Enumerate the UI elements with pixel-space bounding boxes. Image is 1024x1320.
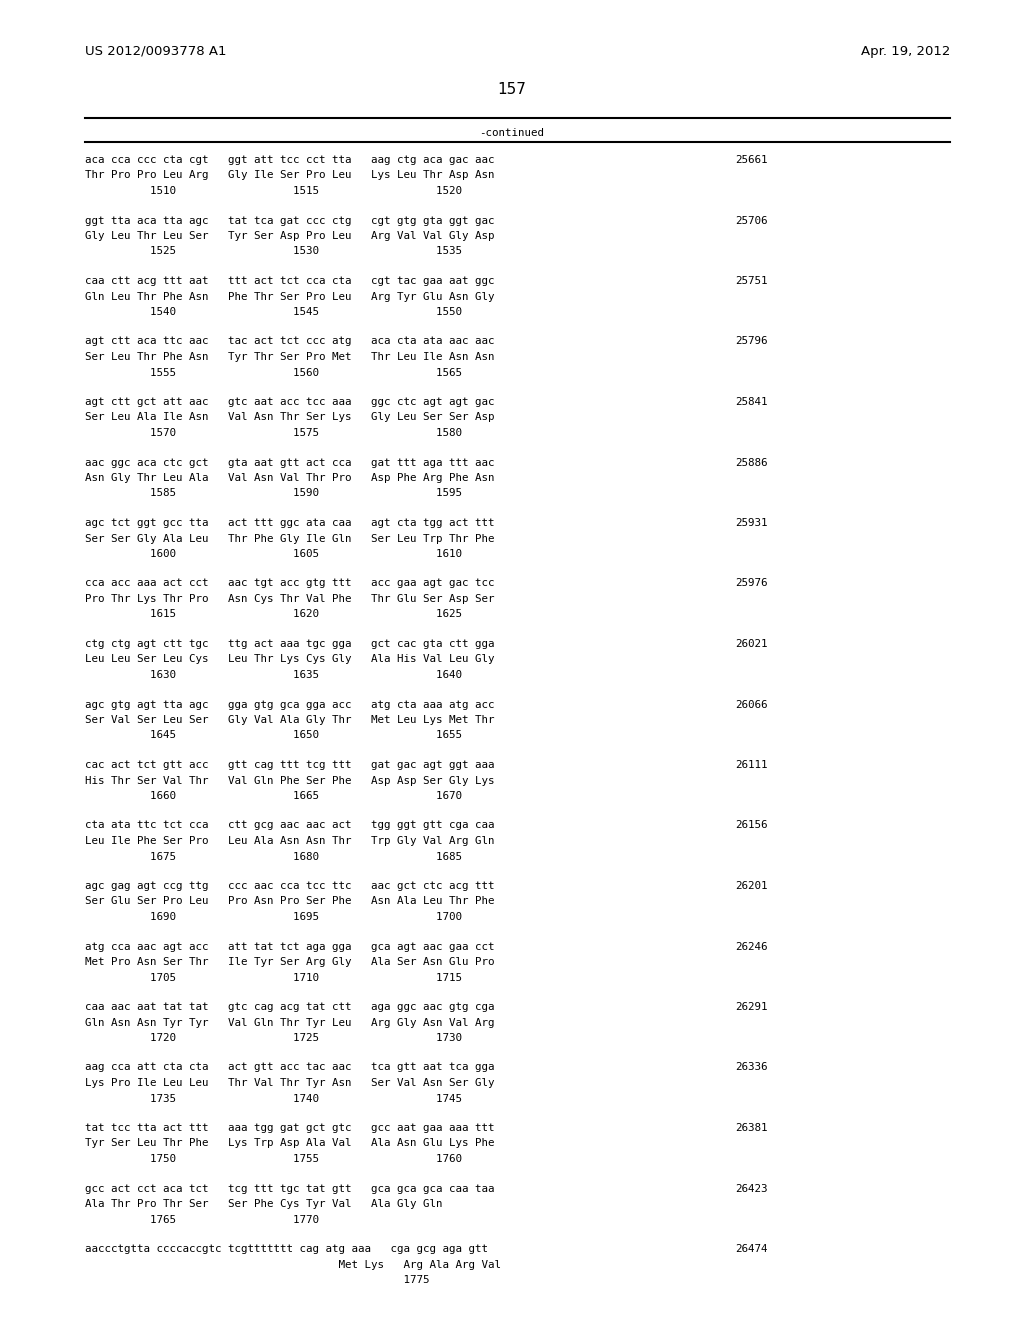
Text: atg cca aac agt acc   att tat tct aga gga   gca agt aac gaa cct: atg cca aac agt acc att tat tct aga gga … bbox=[85, 941, 495, 952]
Text: Gly Leu Thr Leu Ser   Tyr Ser Asp Pro Leu   Arg Val Val Gly Asp: Gly Leu Thr Leu Ser Tyr Ser Asp Pro Leu … bbox=[85, 231, 495, 242]
Text: 1570                  1575                  1580: 1570 1575 1580 bbox=[85, 428, 462, 438]
Text: agt ctt gct att aac   gtc aat acc tcc aaa   ggc ctc agt agt gac: agt ctt gct att aac gtc aat acc tcc aaa … bbox=[85, 397, 495, 407]
Text: 25841: 25841 bbox=[735, 397, 768, 407]
Text: 1600                  1605                  1610: 1600 1605 1610 bbox=[85, 549, 462, 558]
Text: ctg ctg agt ctt tgc   ttg act aaa tgc gga   gct cac gta ctt gga: ctg ctg agt ctt tgc ttg act aaa tgc gga … bbox=[85, 639, 495, 649]
Text: 1735                  1740                  1745: 1735 1740 1745 bbox=[85, 1093, 462, 1104]
Text: 25661: 25661 bbox=[735, 154, 768, 165]
Text: 25886: 25886 bbox=[735, 458, 768, 467]
Text: gcc act cct aca tct   tcg ttt tgc tat gtt   gca gca gca caa taa: gcc act cct aca tct tcg ttt tgc tat gtt … bbox=[85, 1184, 495, 1193]
Text: 1555                  1560                  1565: 1555 1560 1565 bbox=[85, 367, 462, 378]
Text: 157: 157 bbox=[498, 82, 526, 96]
Text: 26291: 26291 bbox=[735, 1002, 768, 1012]
Text: 1690                  1695                  1700: 1690 1695 1700 bbox=[85, 912, 462, 921]
Text: agc gtg agt tta agc   gga gtg gca gga acc   atg cta aaa atg acc: agc gtg agt tta agc gga gtg gca gga acc … bbox=[85, 700, 495, 710]
Text: 1705                  1710                  1715: 1705 1710 1715 bbox=[85, 973, 462, 982]
Text: cta ata ttc tct cca   ctt gcg aac aac act   tgg ggt gtt cga caa: cta ata ttc tct cca ctt gcg aac aac act … bbox=[85, 821, 495, 830]
Text: 1775: 1775 bbox=[85, 1275, 429, 1284]
Text: 25706: 25706 bbox=[735, 215, 768, 226]
Text: 25751: 25751 bbox=[735, 276, 768, 286]
Text: ggt tta aca tta agc   tat tca gat ccc ctg   cgt gtg gta ggt gac: ggt tta aca tta agc tat tca gat ccc ctg … bbox=[85, 215, 495, 226]
Text: aac ggc aca ctc gct   gta aat gtt act cca   gat ttt aga ttt aac: aac ggc aca ctc gct gta aat gtt act cca … bbox=[85, 458, 495, 467]
Text: Ser Glu Ser Pro Leu   Pro Asn Pro Ser Phe   Asn Ala Leu Thr Phe: Ser Glu Ser Pro Leu Pro Asn Pro Ser Phe … bbox=[85, 896, 495, 907]
Text: 26381: 26381 bbox=[735, 1123, 768, 1133]
Text: Gln Asn Asn Tyr Tyr   Val Gln Thr Tyr Leu   Arg Gly Asn Val Arg: Gln Asn Asn Tyr Tyr Val Gln Thr Tyr Leu … bbox=[85, 1018, 495, 1027]
Text: Leu Leu Ser Leu Cys   Leu Thr Lys Cys Gly   Ala His Val Leu Gly: Leu Leu Ser Leu Cys Leu Thr Lys Cys Gly … bbox=[85, 655, 495, 664]
Text: 26021: 26021 bbox=[735, 639, 768, 649]
Text: caa aac aat tat tat   gtc cag acg tat ctt   aga ggc aac gtg cga: caa aac aat tat tat gtc cag acg tat ctt … bbox=[85, 1002, 495, 1012]
Text: 25976: 25976 bbox=[735, 578, 768, 589]
Text: Leu Ile Phe Ser Pro   Leu Ala Asn Asn Thr   Trp Gly Val Arg Gln: Leu Ile Phe Ser Pro Leu Ala Asn Asn Thr … bbox=[85, 836, 495, 846]
Text: 26066: 26066 bbox=[735, 700, 768, 710]
Text: Ser Leu Thr Phe Asn   Tyr Thr Ser Pro Met   Thr Leu Ile Asn Asn: Ser Leu Thr Phe Asn Tyr Thr Ser Pro Met … bbox=[85, 352, 495, 362]
Text: Asn Gly Thr Leu Ala   Val Asn Val Thr Pro   Asp Phe Arg Phe Asn: Asn Gly Thr Leu Ala Val Asn Val Thr Pro … bbox=[85, 473, 495, 483]
Text: 1525                  1530                  1535: 1525 1530 1535 bbox=[85, 247, 462, 256]
Text: Ser Val Ser Leu Ser   Gly Val Ala Gly Thr   Met Leu Lys Met Thr: Ser Val Ser Leu Ser Gly Val Ala Gly Thr … bbox=[85, 715, 495, 725]
Text: 26336: 26336 bbox=[735, 1063, 768, 1072]
Text: Lys Pro Ile Leu Leu   Thr Val Thr Tyr Asn   Ser Val Asn Ser Gly: Lys Pro Ile Leu Leu Thr Val Thr Tyr Asn … bbox=[85, 1078, 495, 1088]
Text: Gln Leu Thr Phe Asn   Phe Thr Ser Pro Leu   Arg Tyr Glu Asn Gly: Gln Leu Thr Phe Asn Phe Thr Ser Pro Leu … bbox=[85, 292, 495, 301]
Text: Ala Thr Pro Thr Ser   Ser Phe Cys Tyr Val   Ala Gly Gln: Ala Thr Pro Thr Ser Ser Phe Cys Tyr Val … bbox=[85, 1199, 442, 1209]
Text: Ser Ser Gly Ala Leu   Thr Phe Gly Ile Gln   Ser Leu Trp Thr Phe: Ser Ser Gly Ala Leu Thr Phe Gly Ile Gln … bbox=[85, 533, 495, 544]
Text: 25931: 25931 bbox=[735, 517, 768, 528]
Text: 26111: 26111 bbox=[735, 760, 768, 770]
Text: agc tct ggt gcc tta   act ttt ggc ata caa   agt cta tgg act ttt: agc tct ggt gcc tta act ttt ggc ata caa … bbox=[85, 517, 495, 528]
Text: Met Lys   Arg Ala Arg Val: Met Lys Arg Ala Arg Val bbox=[85, 1259, 501, 1270]
Text: aca cca ccc cta cgt   ggt att tcc cct tta   aag ctg aca gac aac: aca cca ccc cta cgt ggt att tcc cct tta … bbox=[85, 154, 495, 165]
Text: -continued: -continued bbox=[479, 128, 545, 139]
Text: caa ctt acg ttt aat   ttt act tct cca cta   cgt tac gaa aat ggc: caa ctt acg ttt aat ttt act tct cca cta … bbox=[85, 276, 495, 286]
Text: Pro Thr Lys Thr Pro   Asn Cys Thr Val Phe   Thr Glu Ser Asp Ser: Pro Thr Lys Thr Pro Asn Cys Thr Val Phe … bbox=[85, 594, 495, 605]
Text: 1750                  1755                  1760: 1750 1755 1760 bbox=[85, 1154, 462, 1164]
Text: 1585                  1590                  1595: 1585 1590 1595 bbox=[85, 488, 462, 499]
Text: cac act tct gtt acc   gtt cag ttt tcg ttt   gat gac agt ggt aaa: cac act tct gtt acc gtt cag ttt tcg ttt … bbox=[85, 760, 495, 770]
Text: agt ctt aca ttc aac   tac act tct ccc atg   aca cta ata aac aac: agt ctt aca ttc aac tac act tct ccc atg … bbox=[85, 337, 495, 346]
Text: Ser Leu Ala Ile Asn   Val Asn Thr Ser Lys   Gly Leu Ser Ser Asp: Ser Leu Ala Ile Asn Val Asn Thr Ser Lys … bbox=[85, 412, 495, 422]
Text: 1510                  1515                  1520: 1510 1515 1520 bbox=[85, 186, 462, 195]
Text: agc gag agt ccg ttg   ccc aac cca tcc ttc   aac gct ctc acg ttt: agc gag agt ccg ttg ccc aac cca tcc ttc … bbox=[85, 880, 495, 891]
Text: 1765                  1770: 1765 1770 bbox=[85, 1214, 319, 1225]
Text: Tyr Ser Leu Thr Phe   Lys Trp Asp Ala Val   Ala Asn Glu Lys Phe: Tyr Ser Leu Thr Phe Lys Trp Asp Ala Val … bbox=[85, 1138, 495, 1148]
Text: 1645                  1650                  1655: 1645 1650 1655 bbox=[85, 730, 462, 741]
Text: 1660                  1665                  1670: 1660 1665 1670 bbox=[85, 791, 462, 801]
Text: aaccctgtta ccccaccgtc tcgttttttt cag atg aaa   cga gcg aga gtt: aaccctgtta ccccaccgtc tcgttttttt cag atg… bbox=[85, 1243, 488, 1254]
Text: 1630                  1635                  1640: 1630 1635 1640 bbox=[85, 671, 462, 680]
Text: 26423: 26423 bbox=[735, 1184, 768, 1193]
Text: tat tcc tta act ttt   aaa tgg gat gct gtc   gcc aat gaa aaa ttt: tat tcc tta act ttt aaa tgg gat gct gtc … bbox=[85, 1123, 495, 1133]
Text: Thr Pro Pro Leu Arg   Gly Ile Ser Pro Leu   Lys Leu Thr Asp Asn: Thr Pro Pro Leu Arg Gly Ile Ser Pro Leu … bbox=[85, 170, 495, 181]
Text: 26474: 26474 bbox=[735, 1243, 768, 1254]
Text: 1720                  1725                  1730: 1720 1725 1730 bbox=[85, 1034, 462, 1043]
Text: 1540                  1545                  1550: 1540 1545 1550 bbox=[85, 308, 462, 317]
Text: 26246: 26246 bbox=[735, 941, 768, 952]
Text: Apr. 19, 2012: Apr. 19, 2012 bbox=[860, 45, 950, 58]
Text: US 2012/0093778 A1: US 2012/0093778 A1 bbox=[85, 45, 226, 58]
Text: Met Pro Asn Ser Thr   Ile Tyr Ser Arg Gly   Ala Ser Asn Glu Pro: Met Pro Asn Ser Thr Ile Tyr Ser Arg Gly … bbox=[85, 957, 495, 968]
Text: 1615                  1620                  1625: 1615 1620 1625 bbox=[85, 610, 462, 619]
Text: aag cca att cta cta   act gtt acc tac aac   tca gtt aat tca gga: aag cca att cta cta act gtt acc tac aac … bbox=[85, 1063, 495, 1072]
Text: 25796: 25796 bbox=[735, 337, 768, 346]
Text: cca acc aaa act cct   aac tgt acc gtg ttt   acc gaa agt gac tcc: cca acc aaa act cct aac tgt acc gtg ttt … bbox=[85, 578, 495, 589]
Text: His Thr Ser Val Thr   Val Gln Phe Ser Phe   Asp Asp Ser Gly Lys: His Thr Ser Val Thr Val Gln Phe Ser Phe … bbox=[85, 776, 495, 785]
Text: 26201: 26201 bbox=[735, 880, 768, 891]
Text: 1675                  1680                  1685: 1675 1680 1685 bbox=[85, 851, 462, 862]
Text: 26156: 26156 bbox=[735, 821, 768, 830]
